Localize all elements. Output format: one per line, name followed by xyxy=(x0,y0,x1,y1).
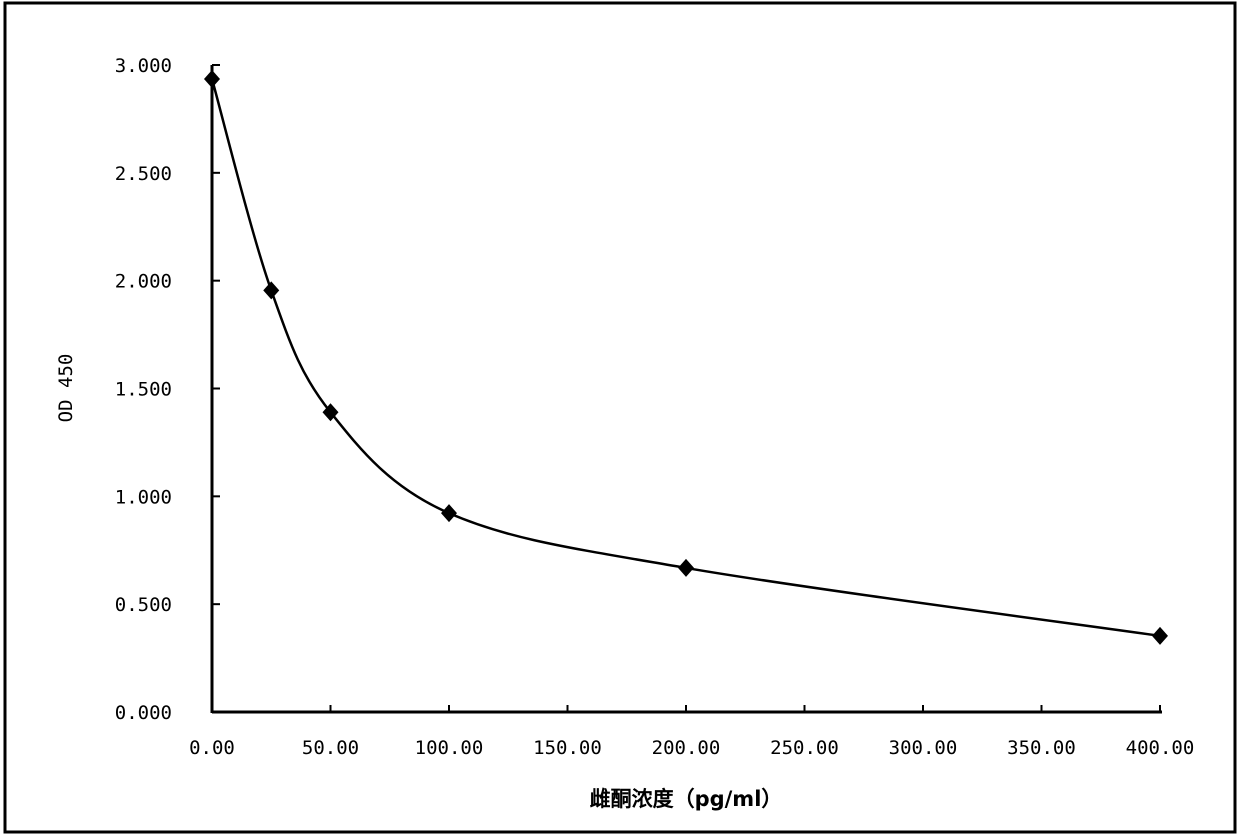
y-tick-label: 0.500 xyxy=(115,594,172,616)
x-tick-label: 50.00 xyxy=(302,737,359,759)
y-tick-label: 1.000 xyxy=(115,486,172,508)
data-point-marker xyxy=(678,559,694,577)
x-tick-label: 400.00 xyxy=(1126,737,1195,759)
x-tick-label: 250.00 xyxy=(770,737,839,759)
y-tick-label: 2.000 xyxy=(115,271,172,293)
x-axis-label: 雌酮浓度（pg/ml） xyxy=(590,787,783,811)
x-tick-labels: 0.00 50.00 100.00 150.00 200.00 250.00 300.00 3… xyxy=(189,737,1194,759)
x-tick-label: 150.00 xyxy=(533,737,602,759)
y-tick-labels: 0.000 0.500 1.000 1.500 2.000 2.500 3.000 xyxy=(115,55,172,724)
x-tick-label: 0.00 xyxy=(189,737,235,759)
x-tick-label: 350.00 xyxy=(1007,737,1076,759)
y-tick-label: 0.000 xyxy=(115,702,172,724)
data-points xyxy=(204,70,1168,645)
x-tick-label: 100.00 xyxy=(415,737,484,759)
x-tick-label: 300.00 xyxy=(889,737,958,759)
y-tick-label: 1.500 xyxy=(115,379,172,401)
x-tick-label: 200.00 xyxy=(652,737,721,759)
y-tick-label: 3.000 xyxy=(115,55,172,77)
series-line xyxy=(212,79,1160,636)
y-tick-label: 2.500 xyxy=(115,163,172,185)
data-point-marker xyxy=(204,70,220,88)
chart-border xyxy=(5,3,1235,832)
data-point-marker xyxy=(441,504,457,522)
data-point-marker xyxy=(263,281,279,299)
y-axis-label: OD 450 xyxy=(55,354,77,423)
data-point-marker xyxy=(1152,627,1168,645)
chart: 0.00 50.00 100.00 150.00 200.00 250.00 300.00 3… xyxy=(0,0,1240,839)
